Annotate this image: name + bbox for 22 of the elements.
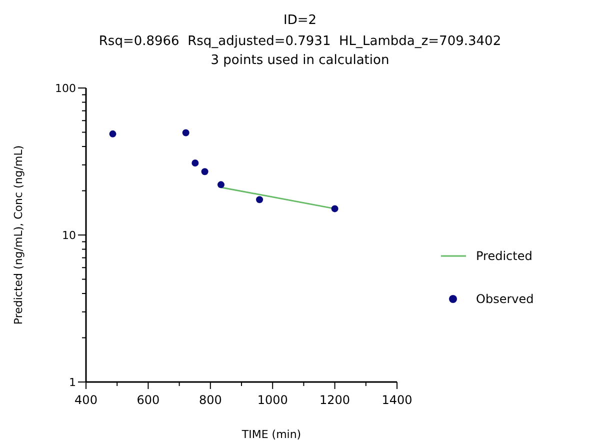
point xyxy=(182,129,190,136)
point xyxy=(109,130,116,138)
point xyxy=(331,205,338,212)
x-tick-label: 600 xyxy=(136,393,160,407)
x-tick-label: 1200 xyxy=(320,393,350,407)
legend-label: Predicted xyxy=(476,249,532,263)
chart-title: ID=2 xyxy=(283,13,317,28)
y-axis-title: Predicted (ng/mL), Conc (ng/mL) xyxy=(12,145,25,325)
x-axis-title: TIME (min) xyxy=(240,428,302,441)
y-tick-label: 10 xyxy=(62,229,76,242)
legend-label: Observed xyxy=(476,292,534,306)
y-tick-label: 100 xyxy=(55,82,76,95)
y-tick-label: 1 xyxy=(69,376,76,389)
x-tick-label: 1400 xyxy=(382,393,412,407)
point xyxy=(192,159,199,166)
chart-subtitle: Rsq=0.8966 Rsq_adjusted=0.7931 HL_Lambda_z=709.3402 3 points used in calculation xyxy=(98,34,502,68)
x-tick-label: 800 xyxy=(198,393,222,407)
point xyxy=(201,168,208,176)
x-tick-label: 400 xyxy=(74,393,98,407)
point xyxy=(217,181,224,188)
point xyxy=(256,196,264,204)
x-tick-label: 1000 xyxy=(257,393,288,407)
